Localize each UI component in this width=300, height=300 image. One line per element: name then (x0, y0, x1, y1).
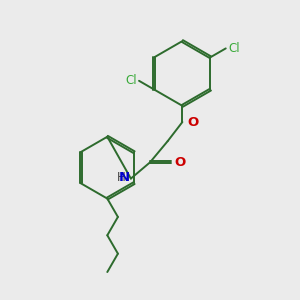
Text: N: N (119, 171, 130, 184)
Text: Cl: Cl (125, 74, 137, 87)
Text: Cl: Cl (228, 42, 240, 55)
Text: O: O (188, 116, 199, 128)
Text: H: H (117, 171, 126, 184)
Text: O: O (175, 156, 186, 169)
